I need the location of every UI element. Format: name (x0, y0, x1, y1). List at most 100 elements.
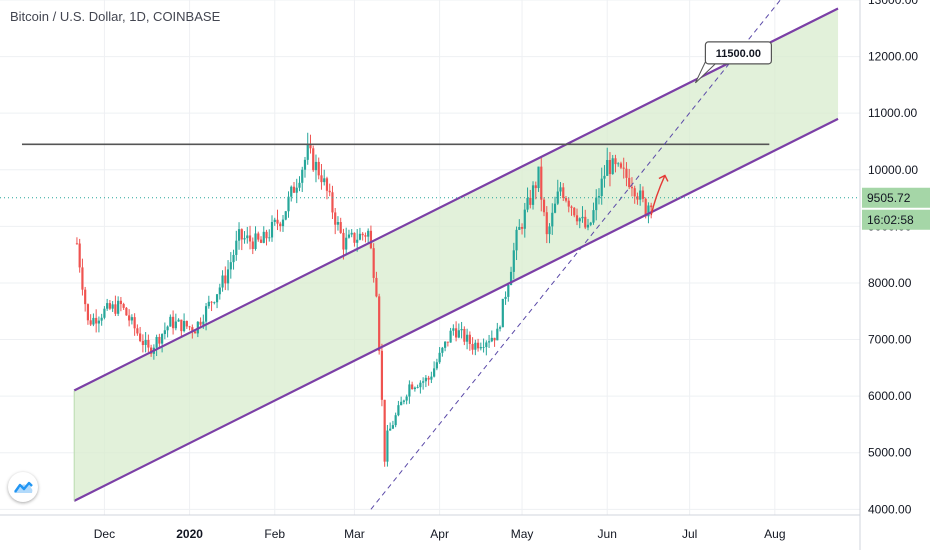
countdown-badge (862, 209, 930, 230)
candle-body (490, 337, 493, 342)
arrowhead-icon (658, 174, 669, 182)
candle-body (471, 343, 474, 350)
candle-body (188, 326, 191, 328)
candle-body (639, 190, 642, 200)
candle-body (509, 271, 513, 286)
candle-body (647, 205, 650, 217)
candle-body (279, 223, 282, 227)
candle-body (372, 248, 375, 278)
candle-body (204, 306, 208, 322)
candle-body (306, 144, 309, 160)
candle-body (578, 218, 581, 222)
candle-body (619, 163, 623, 168)
y-tick-label: 5000.00 (868, 446, 912, 460)
candle-body (465, 334, 469, 342)
tradingview-logo-icon[interactable] (8, 472, 38, 502)
candle-body (336, 222, 340, 225)
candle-body (298, 182, 301, 188)
candle-body (570, 206, 573, 208)
channel-fill (74, 8, 839, 501)
y-tick-label: 11000.00 (868, 106, 917, 120)
candle-body (394, 415, 397, 426)
candle-body (84, 289, 87, 305)
candle-body (114, 304, 117, 314)
candle-body (356, 239, 359, 243)
candle-body (438, 352, 441, 363)
candle-body (177, 319, 180, 322)
candle-body (191, 327, 194, 332)
candle-body (320, 175, 323, 183)
candle-body (386, 430, 389, 462)
candle-body (485, 342, 488, 348)
candle-body (507, 285, 510, 297)
candle-body (498, 327, 502, 329)
candle-body (232, 254, 235, 263)
candle-body (312, 148, 315, 171)
candle-body (117, 300, 120, 314)
candle-body (435, 362, 438, 369)
candle-body (106, 303, 109, 309)
candle-body (171, 316, 175, 329)
candle-body (136, 328, 139, 334)
candle-body (457, 330, 460, 338)
candle-body (479, 347, 482, 349)
candle-body (268, 237, 271, 239)
y-tick-label: 8000.00 (868, 276, 912, 290)
candle-body (504, 296, 507, 299)
candle-body (339, 222, 342, 233)
candle-body (501, 298, 504, 328)
candle-body (537, 166, 540, 189)
candle-body (345, 237, 348, 250)
candle-body (529, 197, 532, 205)
candle-body (413, 387, 416, 390)
candle-body (603, 175, 606, 179)
candle-body (270, 221, 274, 238)
candle-body (476, 342, 480, 349)
candle-body (482, 347, 485, 348)
x-tick-label: Apr (430, 527, 449, 541)
price-channel[interactable] (74, 8, 839, 501)
candle-body (611, 158, 614, 175)
candle-body (463, 328, 466, 342)
candle-body (284, 211, 287, 220)
candle-body (342, 232, 345, 250)
candle-body (295, 187, 298, 193)
overlays[interactable]: 11500.00 (0, 0, 860, 510)
candle-body (193, 331, 197, 334)
candle-body (215, 294, 219, 303)
candle-body (364, 235, 367, 237)
candle-body (617, 163, 620, 165)
candle-body (174, 321, 177, 329)
candle-body (644, 198, 647, 217)
candle-body (207, 301, 210, 307)
countdown-value: 16:02:58 (867, 213, 914, 227)
candle-body (389, 428, 392, 431)
candle-body (556, 191, 559, 204)
candle-body (595, 197, 598, 211)
candle-body (460, 328, 463, 331)
candle-body (427, 377, 430, 380)
candle-body (202, 321, 205, 325)
candle-body (314, 161, 318, 171)
candle-body (108, 303, 112, 309)
candle-body (625, 168, 628, 178)
candle-body (158, 336, 161, 344)
candle-body (290, 186, 293, 197)
candle-body (81, 267, 84, 290)
candle-body (496, 328, 499, 341)
candle-body (213, 302, 216, 304)
candle-body (518, 226, 521, 230)
candle-body (155, 336, 158, 348)
candle-body (75, 243, 79, 245)
candle-body (633, 188, 636, 197)
candle-body (452, 328, 455, 331)
candle-body (455, 328, 458, 338)
candle-body (303, 159, 307, 170)
x-tick-label: Aug (764, 527, 785, 541)
candle-body (240, 229, 243, 240)
candle-body (92, 317, 95, 325)
y-tick-label: 10000.00 (868, 163, 918, 177)
candle-body (575, 215, 579, 222)
candle-body (515, 229, 518, 251)
